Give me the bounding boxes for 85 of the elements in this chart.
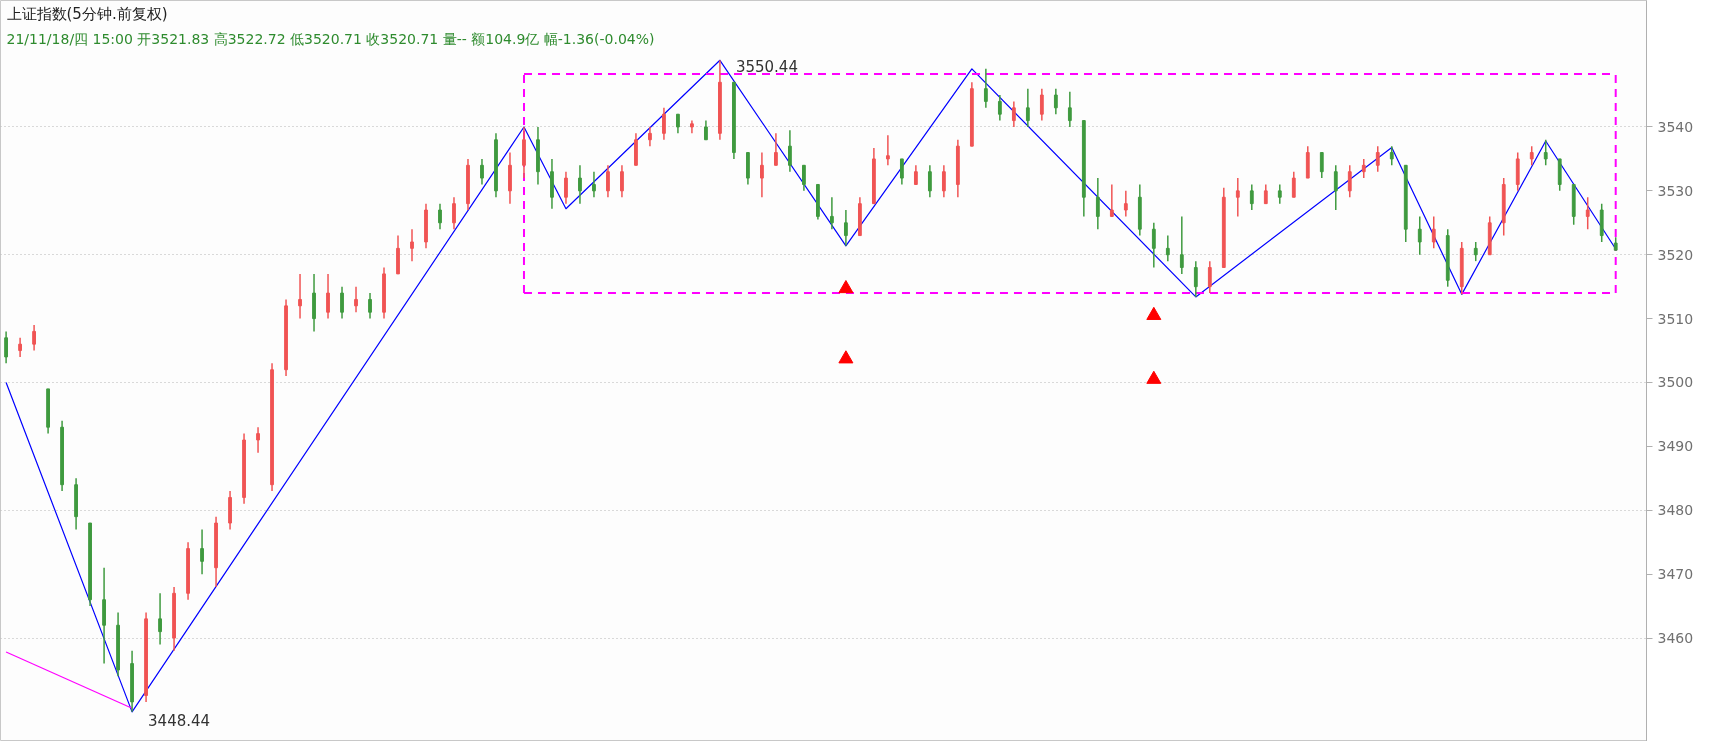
candlestick (1123, 190, 1128, 218)
candlestick (1375, 145, 1380, 173)
candlestick (1277, 183, 1282, 205)
candlestick (1473, 241, 1478, 262)
candlestick (1165, 234, 1170, 262)
candlestick (32, 324, 36, 352)
candlestick (1151, 222, 1156, 269)
candlestick (843, 209, 848, 247)
candlestick (1179, 215, 1184, 275)
annotation: 3550.44 (735, 58, 798, 77)
y-tick-label: 3520 (1657, 246, 1694, 263)
candlestick (1389, 145, 1394, 167)
candlestick (564, 170, 568, 205)
line-series (5, 59, 1617, 713)
candlestick (1053, 87, 1058, 115)
candlestick (200, 528, 204, 575)
y-tick-label: 3460 (1657, 630, 1694, 647)
candlestick (4, 330, 8, 365)
candlestick (1361, 158, 1366, 179)
candlestick (802, 164, 806, 192)
candlestick (662, 107, 666, 141)
candlestick (578, 164, 582, 205)
candlestick (997, 94, 1002, 122)
candlestick (899, 158, 904, 186)
y-tick-label: 3480 (1657, 502, 1694, 519)
y-tick-label: 3470 (1657, 566, 1694, 583)
y-tick-label: 3500 (1657, 374, 1694, 391)
candlestick (1347, 164, 1352, 198)
candlestick (788, 129, 792, 173)
candlestick (760, 151, 764, 198)
point (1146, 370, 1162, 384)
candlestick (1263, 183, 1268, 205)
candlestick (1543, 139, 1548, 167)
text: 21/11/18/四 15:00 开3521.83 高3522.72 低3520.71 收3520.71 量-- 额104.9亿 幅-1.36(-0.04%) (6, 30, 655, 47)
candlestick (1333, 164, 1338, 211)
candlestick (340, 285, 344, 320)
point (838, 350, 854, 364)
candlestick (18, 337, 22, 358)
candlestick (830, 196, 834, 230)
candlestick (1039, 87, 1044, 122)
candlestick (158, 592, 162, 646)
candlestick (354, 285, 358, 313)
candlestick (704, 119, 708, 141)
candlestick (648, 126, 652, 147)
candlestick (1529, 145, 1534, 167)
annotation: 3448.44 (148, 711, 211, 730)
candlestick (676, 113, 680, 135)
candlestick (941, 164, 946, 198)
candlestick (1025, 87, 1030, 128)
candlestick (1207, 260, 1212, 294)
candlestick (1235, 177, 1240, 218)
candlestick (1011, 100, 1016, 128)
candlestick (410, 228, 414, 262)
y-tick-label: 3510 (1657, 310, 1694, 327)
candlestick (452, 196, 456, 230)
candlestick (606, 164, 610, 198)
candlestick (1291, 170, 1296, 198)
candlestick (1319, 151, 1324, 179)
candlestick (885, 134, 890, 167)
point (1146, 306, 1162, 320)
candlestick (620, 164, 624, 198)
candlestick (1067, 91, 1072, 128)
candlestick (1431, 215, 1436, 250)
candlestick (1417, 215, 1422, 256)
candlestick (1109, 183, 1114, 218)
chart-title: 上证指数(5分钟.前复权) (6, 4, 168, 23)
candlestick (480, 158, 484, 186)
point (838, 280, 854, 294)
candlestick (1193, 260, 1198, 298)
candlestick (983, 68, 988, 109)
candlestick (927, 164, 932, 198)
candlestick (298, 273, 302, 320)
candlestick (1249, 183, 1254, 211)
candlestick (438, 202, 442, 230)
candlestick (1585, 196, 1590, 230)
candlestick (774, 132, 778, 167)
y-tick-label: 3490 (1657, 438, 1694, 455)
y-tick-label: 3530 (1657, 182, 1694, 199)
candlestick (256, 426, 260, 454)
candlestick (1095, 177, 1100, 230)
candlestick (326, 273, 330, 320)
candlestick (592, 170, 596, 198)
candlestick (913, 164, 918, 186)
y-tick-label: 3540 (1657, 118, 1694, 135)
candlestick (368, 292, 372, 320)
